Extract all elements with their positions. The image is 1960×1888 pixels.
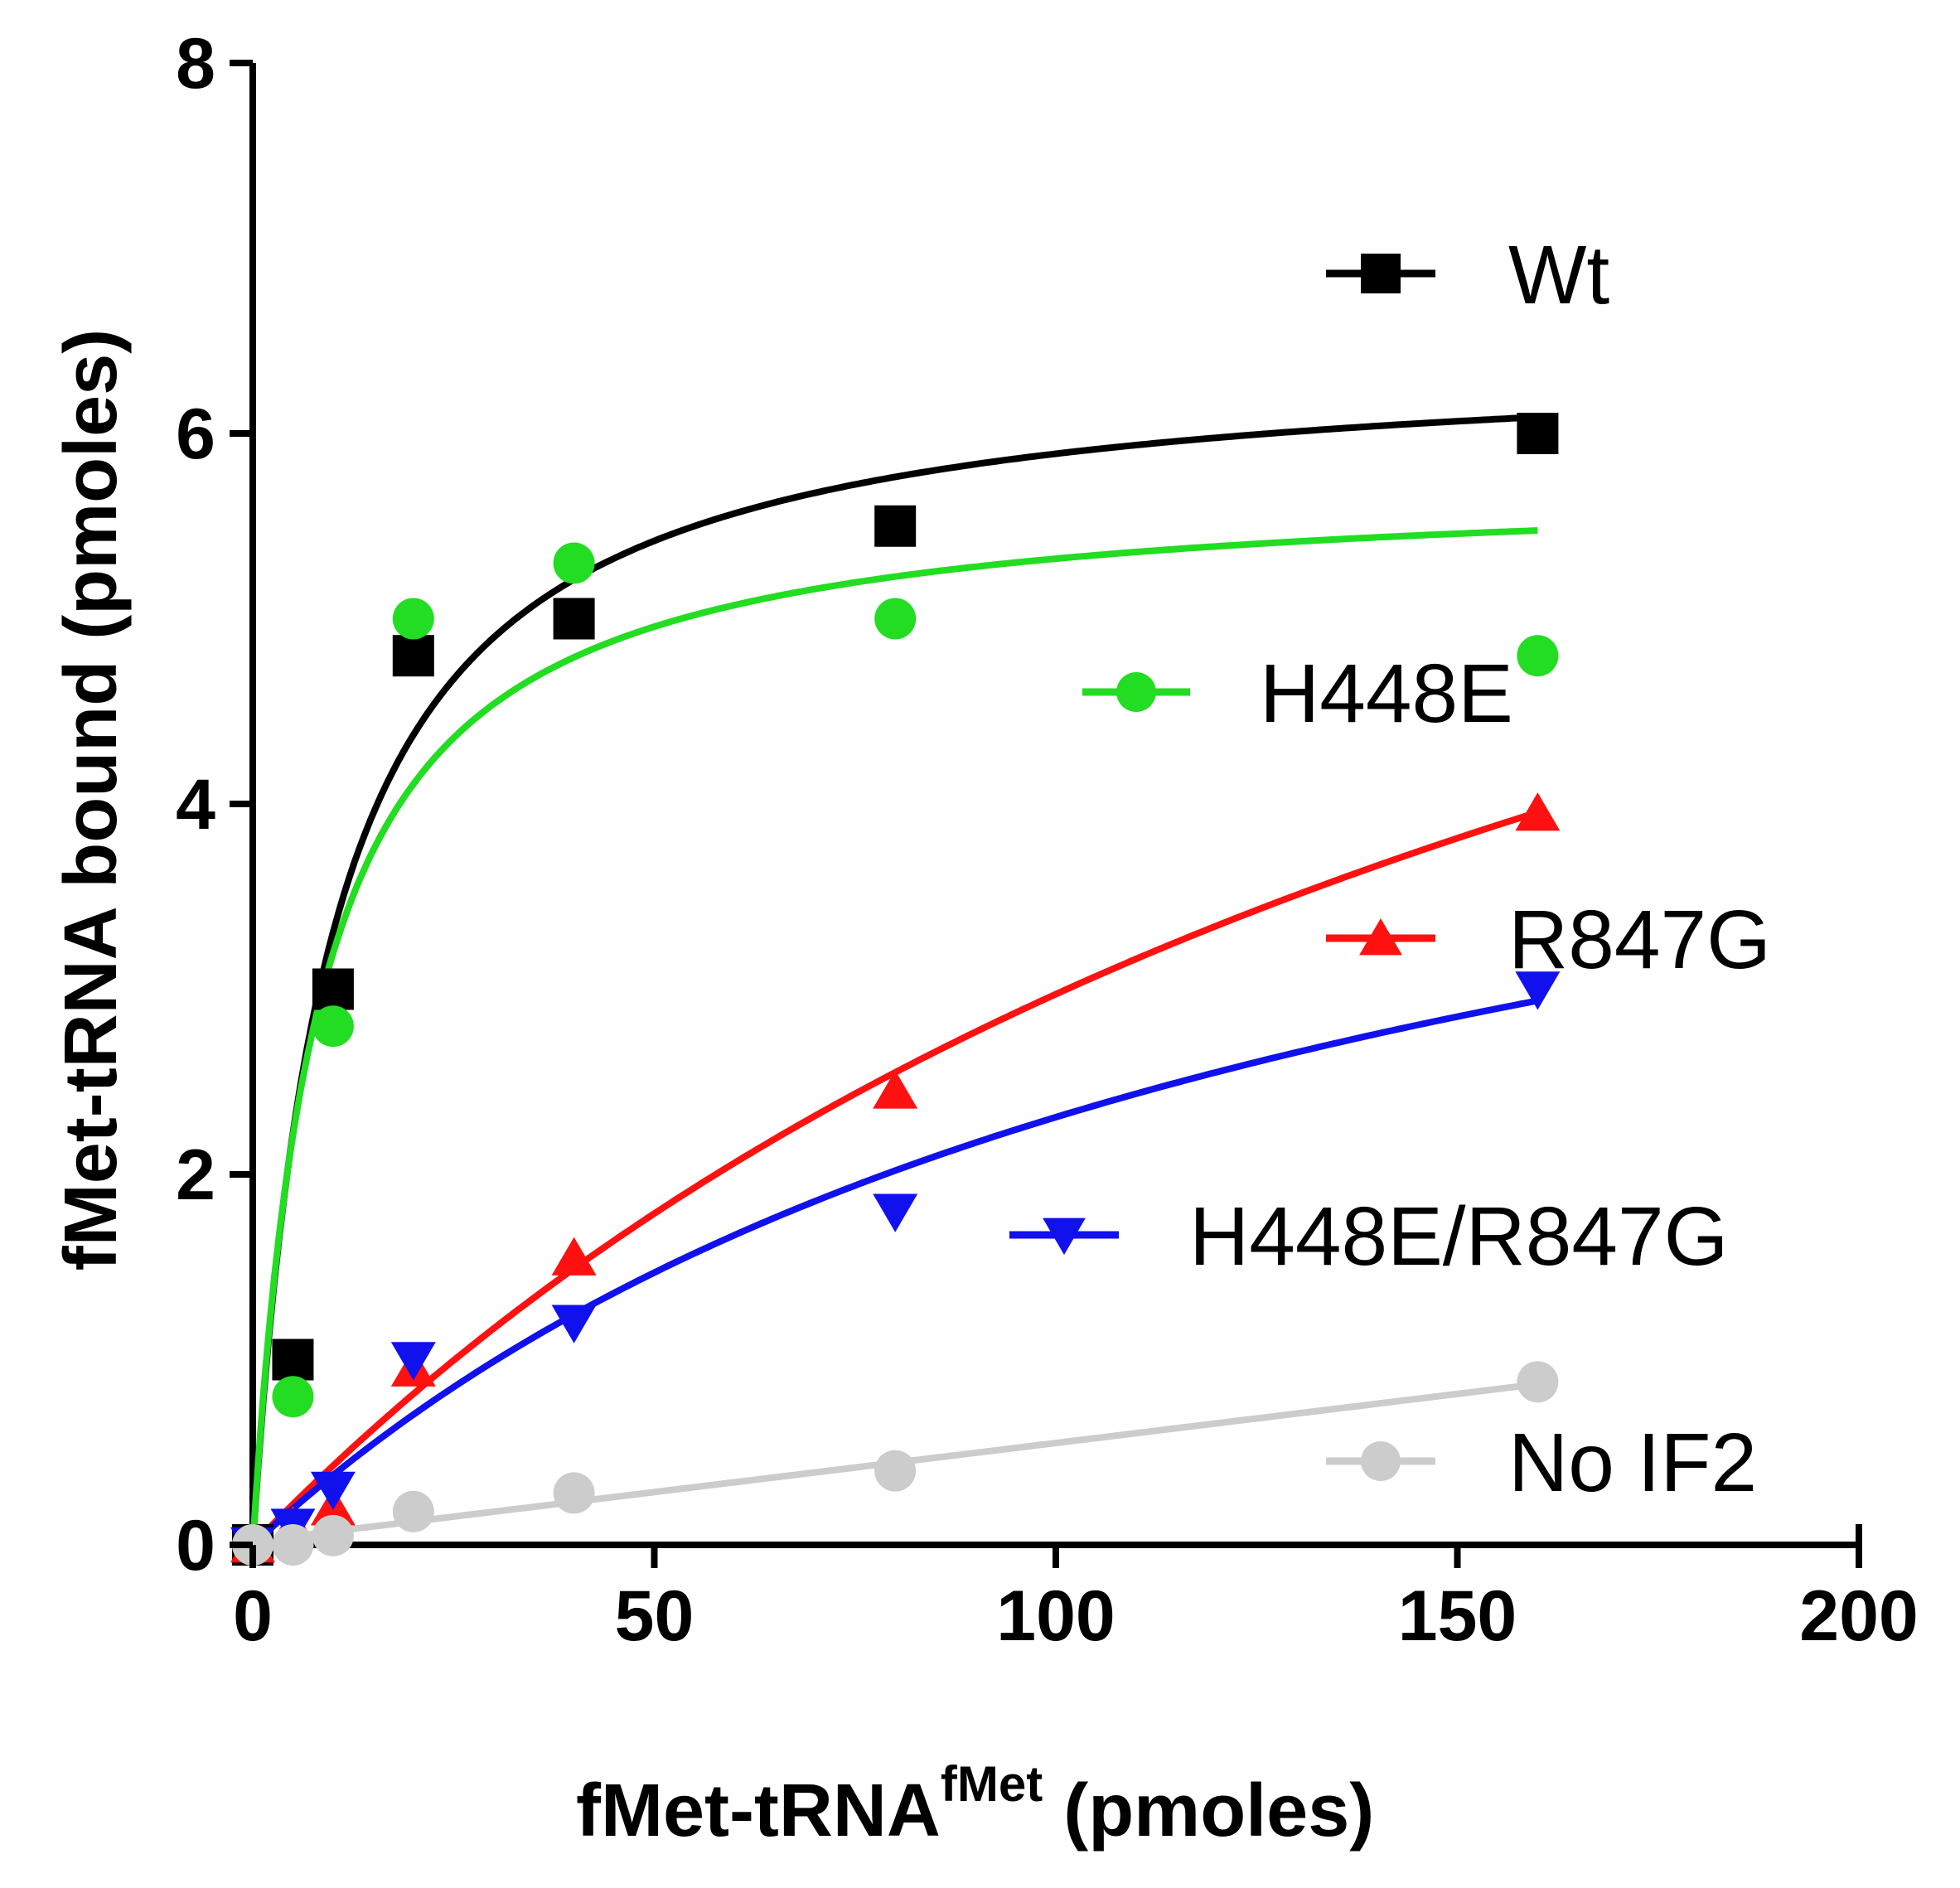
x-axis-title-superscript: fMet	[941, 1756, 1043, 1812]
y-tick-label: 2	[176, 1135, 215, 1215]
data-point	[312, 1005, 354, 1048]
fit-lines	[249, 414, 1539, 1547]
legend-marker	[1361, 254, 1401, 293]
y-tick-label: 6	[176, 395, 215, 474]
data-point	[874, 1450, 917, 1492]
data-point	[310, 1471, 356, 1510]
legend-marker	[1359, 918, 1402, 956]
data-point	[553, 1472, 595, 1514]
data-markers	[230, 413, 1561, 1566]
legend-marker	[1361, 1441, 1401, 1481]
data-point	[272, 1339, 314, 1381]
y-axis-title: fMet-tRNA bound (pmoles)	[50, 329, 133, 1271]
data-point	[873, 1070, 918, 1109]
data-point	[874, 598, 917, 640]
y-tick-label: 0	[176, 1506, 215, 1585]
x-tick-label: 150	[1398, 1576, 1517, 1656]
legend: Wt H448E R847G H448E/R847G No IF2	[1009, 229, 1771, 1509]
data-point	[1515, 971, 1561, 1010]
legend-label: R847G	[1508, 893, 1771, 986]
fit-line	[249, 414, 1538, 1546]
data-point	[312, 968, 354, 1010]
x-tick-label: 200	[1799, 1576, 1919, 1656]
legend-label: No IF2	[1508, 1416, 1757, 1509]
data-point	[551, 1237, 597, 1276]
data-point	[312, 1514, 354, 1556]
fit-line	[249, 527, 1538, 1546]
legend-label: H448E	[1260, 647, 1513, 740]
data-point	[1517, 1361, 1559, 1403]
legend-label: H448E/R847G	[1189, 1190, 1728, 1283]
y-tick-label: 8	[176, 24, 215, 104]
x-tick-label: 0	[233, 1576, 273, 1656]
x-axis-title-main: fMet-tRNA	[576, 1769, 941, 1852]
data-point	[1517, 635, 1559, 677]
legend-entry: H448E/R847G	[1009, 1190, 1728, 1283]
legend-entry: R847G	[1326, 893, 1771, 986]
data-point	[873, 1193, 918, 1232]
series-markers	[232, 1361, 1559, 1566]
data-point	[1517, 413, 1559, 454]
fit-line	[250, 809, 1539, 1547]
data-point	[874, 505, 917, 547]
data-point	[553, 542, 595, 584]
x-tick-label: 100	[996, 1576, 1116, 1656]
legend-entry: Wt	[1326, 229, 1609, 322]
legend-entry: No IF2	[1326, 1416, 1757, 1509]
x-axis-title-suffix: (pmoles)	[1043, 1769, 1374, 1852]
axis-ticks: 0 2 4 6 8 0 50 100 150 200	[176, 24, 1919, 1656]
plot-frame	[249, 63, 1862, 1548]
legend-marker	[1116, 672, 1156, 712]
data-point	[551, 1305, 597, 1343]
series-markers	[230, 792, 1561, 1563]
x-axis-title: fMet-tRNAfMet (pmoles)	[576, 1756, 1374, 1852]
data-point	[272, 1524, 314, 1566]
y-tick-label: 4	[176, 765, 215, 845]
data-point	[392, 635, 434, 677]
data-point	[392, 598, 434, 640]
x-tick-label: 50	[615, 1576, 694, 1656]
legend-entry: H448E	[1082, 647, 1513, 740]
legend-label: Wt	[1508, 229, 1609, 322]
data-point	[553, 598, 595, 640]
data-point	[272, 1376, 314, 1418]
data-point	[392, 1490, 434, 1532]
fit-line	[250, 997, 1539, 1547]
series-markers	[232, 413, 1559, 1566]
data-point	[1515, 792, 1561, 831]
legend-marker	[1043, 1218, 1086, 1255]
data-point	[390, 1342, 436, 1381]
